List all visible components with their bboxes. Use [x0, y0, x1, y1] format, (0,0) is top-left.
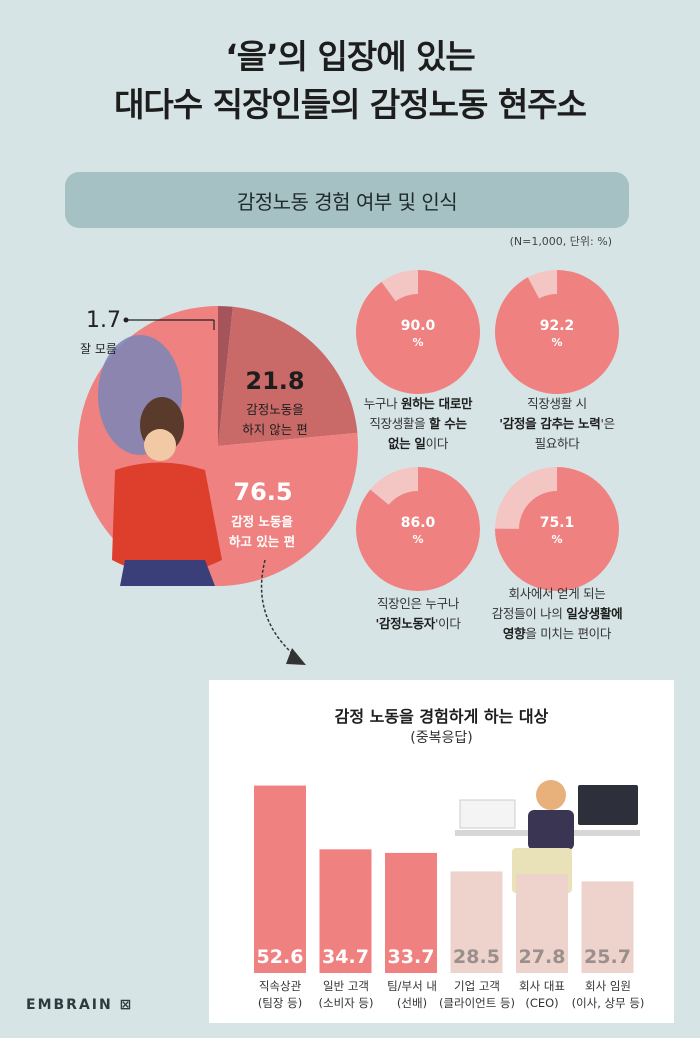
donut-4-hole: [519, 491, 595, 567]
bar-value-5: 25.7: [584, 946, 631, 968]
donut-1-hole: [380, 294, 456, 370]
pie-slice-label-no-2: 하지 않는 편: [242, 422, 308, 437]
bar-label-0: 직속상관 (팀장 등): [257, 979, 303, 1010]
worker-body-icon: [528, 810, 574, 850]
pie-slice-value-no: 21.8: [245, 367, 305, 395]
person-face-icon: [144, 429, 176, 461]
bar-value-3: 28.5: [453, 946, 500, 968]
bar-2: [385, 852, 437, 973]
donut-4-value: 75.1: [539, 515, 575, 531]
pie-slice-label-no-1: 감정노동을: [246, 402, 304, 417]
leader-dot: [123, 317, 129, 323]
pie-slice-1: [218, 306, 358, 446]
arrow-head-icon: [286, 648, 306, 665]
donut-3-caption: 직장인은 누구나 '감정노동자'이다: [375, 596, 461, 631]
bar-chart-title: 감정 노동을 경험하게 하는 대상: [334, 707, 549, 726]
papers-icon: [459, 799, 516, 829]
donut-2-pct: %: [551, 336, 563, 349]
bar-1: [319, 849, 372, 973]
bar-label-2: 팀/부서 내 (선배): [387, 979, 437, 1010]
section-header: 감정노동 경험 여부 및 인식: [65, 172, 629, 228]
worker-head-icon: [536, 780, 566, 810]
bar-4: [516, 873, 568, 973]
sample-note: (N=1,000, 단위: %): [509, 235, 612, 248]
title-line-1: ‘을’의 입장에 있는: [225, 37, 476, 76]
pie-slice-label-yes-2: 하고 있는 편: [228, 534, 296, 549]
donut-4-caption: 회사에서 얻게 되는 감정들이 나의 일상생활에 영향을 미치는 편이다: [491, 586, 623, 641]
bar-3: [450, 871, 503, 973]
donut-3-pct: %: [412, 533, 424, 546]
logo-mark-icon: ⊠: [119, 997, 134, 1013]
bar-value-0: 52.6: [257, 946, 304, 968]
donut-2-hole: [519, 294, 595, 370]
bar-value-1: 34.7: [322, 946, 369, 968]
bar-0: [254, 785, 306, 973]
donut-1-value: 90.0: [400, 318, 436, 334]
person-pants-icon: [120, 560, 215, 586]
pie-slice-value-yes: 76.5: [233, 478, 293, 506]
person-sweater-icon: [112, 462, 222, 574]
title-line-2: 대다수 직장인들의 감정노동 현주소: [114, 85, 587, 124]
donut-4-pct: %: [551, 533, 563, 546]
brand-logo: EMBRAIN ⊠: [26, 997, 134, 1013]
donut-2-value: 92.2: [539, 318, 575, 334]
pie-slice-value-unknown: 1.7: [86, 308, 121, 333]
donut-1-pct: %: [412, 336, 424, 349]
bar-label-1: 일반 고객 (소비자 등): [318, 979, 374, 1010]
donut-1-caption: 누구나 원하는 대로만 직장생활을 할 수는 없는 일이다: [363, 396, 473, 451]
arrow-line: [260, 559, 301, 661]
bar-label-3: 기업 고객 (클라이언트 등): [438, 979, 516, 1010]
bar-label-5: 회사 임원 (이사, 상무 등): [571, 979, 645, 1010]
bar-value-2: 33.7: [388, 946, 435, 968]
monitor-icon: [578, 785, 638, 825]
bar-value-4: 27.8: [519, 946, 566, 968]
bar-chart-subtitle: (중복응답): [410, 730, 473, 746]
donut-2-caption: 직장생활 시 '감정을 감추는 노력'은 필요하다: [499, 396, 615, 451]
bar-label-4: 회사 대표 (CEO): [519, 979, 565, 1010]
donut-3-hole: [380, 491, 456, 567]
pie-slice-label-unknown: 잘 모름: [80, 342, 117, 356]
bar-5: [581, 881, 634, 973]
donut-3-value: 86.0: [400, 515, 436, 531]
pie-slice-label-yes-1: 감정 노동을: [231, 514, 293, 529]
pie-slice-2: [218, 306, 233, 446]
